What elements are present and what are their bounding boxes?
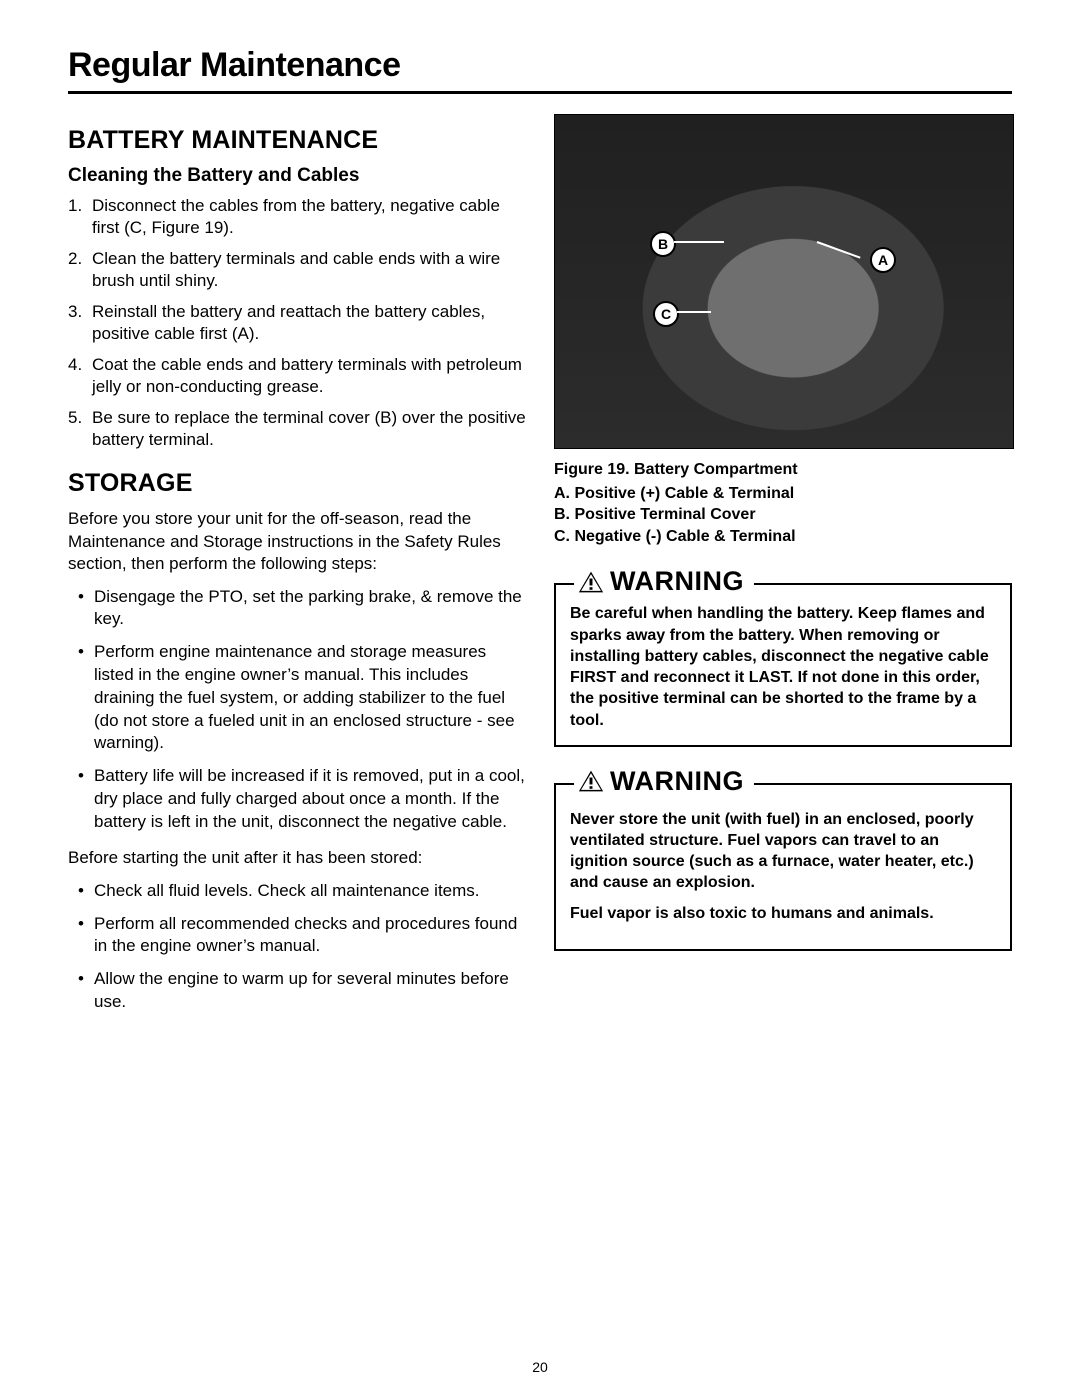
cleaning-steps-list: Disconnect the cables from the battery, … <box>68 195 526 451</box>
warning-paragraph: Fuel vapor is also toxic to humans and a… <box>570 903 996 924</box>
list-item: Disengage the PTO, set the parking brake… <box>68 586 526 632</box>
callout-c: C <box>653 301 679 327</box>
figure-legend-a: A. Positive (+) Cable & Terminal <box>554 483 1012 505</box>
step-item: Clean the battery terminals and cable en… <box>68 248 526 293</box>
callout-a: A <box>870 247 896 273</box>
list-item: Check all fluid levels. Check all mainte… <box>68 880 526 903</box>
warning-text-2: Never store the unit (with fuel) in an e… <box>570 809 996 925</box>
leader-c <box>677 311 711 313</box>
figure-legend-b: B. Positive Terminal Cover <box>554 504 1012 526</box>
right-column: B A C Figure 19. Battery Compartment A. … <box>554 112 1012 1028</box>
list-item: Battery life will be increased if it is … <box>68 765 526 833</box>
warning-title: WARNING <box>574 766 754 797</box>
step-item: Be sure to replace the terminal cover (B… <box>68 407 526 452</box>
section-rule <box>68 91 1012 94</box>
heading-battery-maintenance: BATTERY MAINTENANCE <box>68 126 526 155</box>
list-item: Perform all recommended checks and proce… <box>68 913 526 959</box>
warning-icon <box>578 570 604 594</box>
after-storage-bullets: Check all fluid levels. Check all mainte… <box>68 880 526 1014</box>
heading-storage: STORAGE <box>68 469 526 498</box>
warning-box-storage: WARNING Never store the unit (with fuel)… <box>554 783 1012 951</box>
page: Regular Maintenance BATTERY MAINTENANCE … <box>0 0 1080 1397</box>
step-item: Disconnect the cables from the battery, … <box>68 195 526 240</box>
page-number: 20 <box>0 1359 1080 1375</box>
step-item: Coat the cable ends and battery terminal… <box>68 354 526 399</box>
callout-b: B <box>650 231 676 257</box>
step-item: Reinstall the battery and reattach the b… <box>68 301 526 346</box>
warning-icon <box>578 769 604 793</box>
list-item: Allow the engine to warm up for several … <box>68 968 526 1014</box>
warning-box-battery: WARNING Be careful when handling the bat… <box>554 583 1012 747</box>
warning-label: WARNING <box>610 766 744 797</box>
after-storage-intro: Before starting the unit after it has be… <box>68 847 526 869</box>
figure-caption: Figure 19. Battery Compartment <box>554 459 1012 481</box>
leader-b <box>674 241 724 243</box>
two-column-layout: BATTERY MAINTENANCE Cleaning the Battery… <box>68 112 1012 1028</box>
storage-intro: Before you store your unit for the off-s… <box>68 508 526 575</box>
section-title: Regular Maintenance <box>68 46 1012 85</box>
figure-legend-c: C. Negative (-) Cable & Terminal <box>554 526 1012 548</box>
warning-paragraph: Never store the unit (with fuel) in an e… <box>570 809 996 893</box>
heading-cleaning-battery: Cleaning the Battery and Cables <box>68 165 526 187</box>
warning-label: WARNING <box>610 566 744 597</box>
battery-compartment-photo: B A C <box>554 114 1014 449</box>
warning-title: WARNING <box>574 566 754 597</box>
warning-text: Be careful when handling the battery. Ke… <box>570 603 996 731</box>
storage-bullets: Disengage the PTO, set the parking brake… <box>68 586 526 834</box>
left-column: BATTERY MAINTENANCE Cleaning the Battery… <box>68 112 526 1028</box>
list-item: Perform engine maintenance and storage m… <box>68 641 526 755</box>
photo-placeholder <box>555 115 1013 448</box>
figure-19: B A C Figure 19. Battery Compartment A. … <box>554 114 1012 547</box>
